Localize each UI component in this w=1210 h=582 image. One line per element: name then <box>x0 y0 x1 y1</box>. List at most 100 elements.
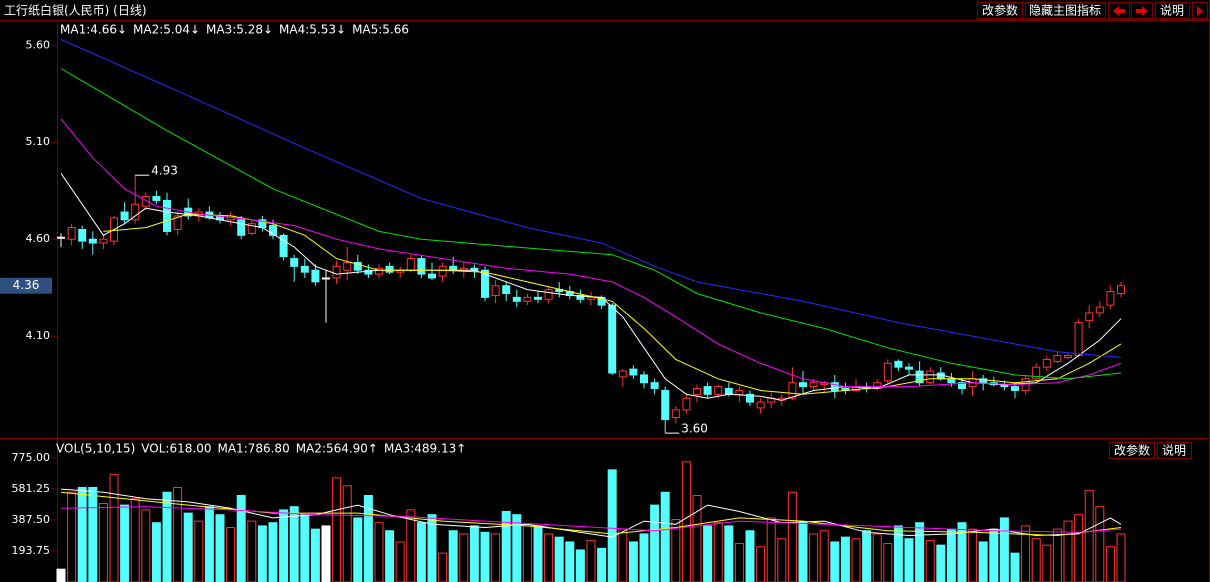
candle-body <box>269 225 277 236</box>
candle-body <box>724 388 733 395</box>
ma-line <box>60 118 1122 388</box>
volume-bar <box>1010 552 1020 582</box>
ma-line <box>60 506 1122 533</box>
candle-body <box>809 382 818 388</box>
candle-body <box>152 196 161 201</box>
volume-bar <box>204 506 214 582</box>
candle-body <box>385 265 394 273</box>
candle-body <box>714 386 723 395</box>
candle-body <box>353 261 362 271</box>
candle-body <box>671 409 680 419</box>
candle-body <box>587 296 595 300</box>
legend-entry: MA3:5.28↓ <box>206 23 273 37</box>
volume-bar <box>236 494 246 582</box>
volume-bar <box>872 533 882 582</box>
candle-body <box>481 269 489 298</box>
annotation: 3.60 <box>681 422 708 436</box>
volume-bar <box>978 541 988 582</box>
volume-bar <box>183 512 193 582</box>
volume-bar <box>194 520 204 582</box>
volume-bar <box>650 504 660 582</box>
ma-line <box>60 39 1122 358</box>
candle-body <box>1117 285 1125 294</box>
candle-body <box>693 388 701 395</box>
button[interactable] <box>1025 2 1106 19</box>
button[interactable] <box>977 2 1023 19</box>
chart-title: 工行纸白银(人民币) (日线) <box>4 3 147 18</box>
candle-body <box>756 401 765 409</box>
volume-bar <box>501 511 511 582</box>
volume-bar <box>745 530 755 582</box>
candle-body <box>237 219 246 236</box>
candle-body <box>1074 322 1083 357</box>
candle-body <box>1042 358 1051 368</box>
volume-bar <box>130 498 140 582</box>
button[interactable] <box>1155 2 1190 19</box>
candle-body <box>375 267 383 275</box>
volume-bar <box>1021 525 1031 582</box>
volume-bar <box>692 494 702 582</box>
volume-bar <box>77 486 87 582</box>
volume-bar <box>226 527 236 582</box>
candle-body <box>322 277 330 280</box>
candle-body <box>141 196 150 207</box>
volume-bar <box>448 530 458 582</box>
volume-bar <box>1105 546 1115 582</box>
volume-bar <box>936 544 946 582</box>
candle-body <box>523 296 532 302</box>
candle-body <box>512 296 521 302</box>
volume-bar <box>120 504 130 582</box>
volume-bar <box>268 522 278 582</box>
candle-body <box>894 360 903 368</box>
volume-bar <box>851 538 861 582</box>
volume-bar <box>332 477 342 582</box>
ma-line <box>103 213 1122 395</box>
volume-bar <box>618 528 628 582</box>
button-label[interactable]: 改参数 <box>982 3 1018 18</box>
volume-bar <box>904 538 914 582</box>
legend-entry: MA5:5.66 <box>352 23 409 37</box>
candle-body <box>502 285 511 294</box>
volume-bar <box>766 517 776 582</box>
y-tick-label: 5.10 <box>26 135 51 148</box>
legend-entry: MA1:786.80 <box>217 442 289 456</box>
y-tick-label: 193.75 <box>12 544 51 557</box>
volume-bar <box>809 533 819 582</box>
volume-bar <box>1116 533 1126 582</box>
candle-body <box>799 382 807 388</box>
candle-body <box>703 386 712 395</box>
candle-body <box>428 273 436 279</box>
button-label[interactable]: 说明 <box>1160 3 1184 18</box>
volume-bar <box>628 541 638 582</box>
volume-bar <box>681 461 691 582</box>
ma-line <box>60 68 1122 380</box>
candle-body <box>78 229 87 242</box>
legend-entry: MA4:5.53↓ <box>279 23 346 37</box>
candle-body <box>926 370 935 384</box>
candle-body <box>57 236 65 239</box>
button[interactable] <box>1109 442 1155 459</box>
volume-bar <box>1031 538 1041 582</box>
candle-body <box>131 203 140 221</box>
candle-body <box>1106 291 1115 306</box>
button[interactable] <box>1157 442 1192 459</box>
button-label[interactable]: 说明 <box>1162 443 1186 458</box>
last-price-box <box>0 277 52 294</box>
button-label[interactable]: 隐藏主图指标 <box>1029 3 1101 18</box>
volume-bar <box>88 486 98 582</box>
candle-body <box>746 393 754 403</box>
volume-bar <box>830 541 840 582</box>
y-tick-label: 387.50 <box>12 513 51 526</box>
candle-body <box>364 269 373 275</box>
volume-bar <box>734 543 744 582</box>
volume-bar <box>459 533 469 582</box>
candle-body <box>650 382 659 390</box>
candle-body <box>618 370 627 378</box>
volume-bar <box>469 525 479 582</box>
button-label[interactable]: 改参数 <box>1114 443 1150 458</box>
volume-bar <box>109 474 119 582</box>
volume-bar <box>300 514 310 582</box>
volume-bar <box>416 522 426 582</box>
candle-body <box>682 397 691 411</box>
